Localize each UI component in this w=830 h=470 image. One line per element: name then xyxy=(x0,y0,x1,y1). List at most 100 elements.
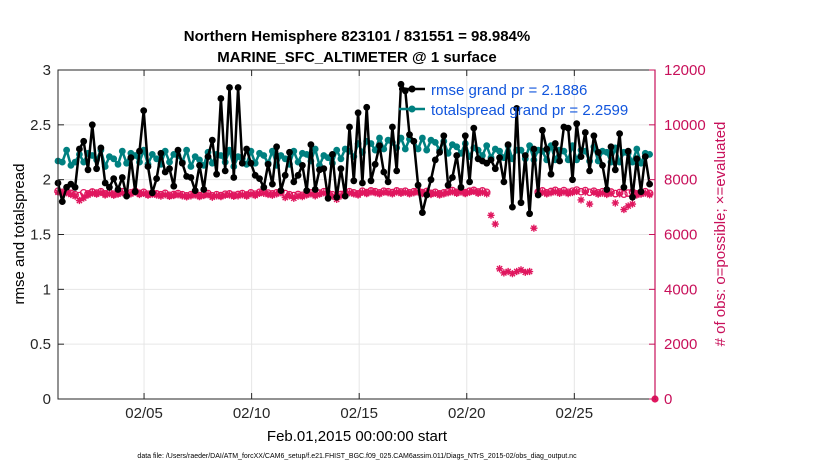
obs-evaluated-point-90 xyxy=(440,190,448,198)
obs-evaluated-point-132 xyxy=(620,205,628,214)
obs-evaluated-point-7 xyxy=(84,191,92,199)
rmse-point-16 xyxy=(123,192,130,200)
obs-evaluated-point-118 xyxy=(560,188,568,196)
obs-evaluated-point-108 xyxy=(517,266,525,274)
totalspread-point-23 xyxy=(153,155,161,163)
rmse-point-52 xyxy=(277,187,285,195)
rmse-point-124 xyxy=(586,167,593,175)
obs-evaluated-point-38 xyxy=(217,193,225,201)
x-tick-label-2: 02/15 xyxy=(340,405,378,422)
totalspread-point-13 xyxy=(110,155,118,163)
rmse-point-56 xyxy=(294,171,302,179)
rmse-point-125 xyxy=(590,132,598,140)
obs-evaluated-point-10 xyxy=(97,188,105,197)
rmse-point-122 xyxy=(577,153,585,161)
rmse-point-106 xyxy=(509,203,516,211)
x-tick-label-0: 02/05 xyxy=(125,405,163,422)
rmse-point-62 xyxy=(320,165,328,173)
y-left-tick-label-3: 1.5 xyxy=(30,227,51,244)
y-right-tick-label-1: 2000 xyxy=(664,336,697,353)
rmse-point-67 xyxy=(341,192,349,200)
rmse-point-28 xyxy=(174,146,182,154)
rmse-point-86 xyxy=(423,191,431,199)
rmse-point-133 xyxy=(624,147,632,155)
obs-evaluated-point-73 xyxy=(367,188,375,196)
obs-evaluated-point-36 xyxy=(208,193,216,201)
rmse-point-11 xyxy=(101,179,109,187)
rmse-point-38 xyxy=(217,95,225,102)
obs-evaluated-point-29 xyxy=(178,192,186,200)
rmse-point-77 xyxy=(384,178,392,186)
obs-evaluated-point-15 xyxy=(118,189,126,197)
obs-evaluated-point-42 xyxy=(234,192,242,200)
rmse-point-43 xyxy=(238,159,246,167)
totalspread-point-85 xyxy=(419,134,426,142)
rmse-point-72 xyxy=(363,103,371,111)
rmse-point-102 xyxy=(491,165,499,173)
totalspread-point-88 xyxy=(431,139,439,146)
rmse-point-71 xyxy=(359,179,366,187)
obs-evaluated-point-87 xyxy=(427,190,435,199)
rmse-point-76 xyxy=(380,168,388,176)
rmse-point-135 xyxy=(633,155,641,163)
rmse-point-87 xyxy=(427,176,435,184)
obs-evaluated-point-27 xyxy=(170,191,178,200)
obs-evaluated-point-8 xyxy=(88,189,96,197)
rmse-point-93 xyxy=(453,152,461,159)
rmse-point-27 xyxy=(170,182,178,190)
obs-evaluated-point-69 xyxy=(350,190,358,198)
totalspread-point-103 xyxy=(496,147,503,155)
obs-evaluated-point-50 xyxy=(268,191,276,199)
obs-evaluated-point-72 xyxy=(363,190,371,198)
obs-evaluated-point-96 xyxy=(465,188,474,196)
rmse-point-29 xyxy=(178,159,186,167)
y-right-tick-label-2: 4000 xyxy=(664,281,697,298)
plot-series xyxy=(54,80,659,403)
totalspread-point-15 xyxy=(118,147,126,155)
rmse-point-128 xyxy=(603,186,611,193)
rmse-point-64 xyxy=(329,151,336,158)
x-tick-label-1: 02/10 xyxy=(233,405,271,422)
rmse-point-24 xyxy=(157,149,165,157)
obs-evaluated-point-74 xyxy=(371,189,379,197)
obs-evaluated-point-137 xyxy=(641,189,649,197)
obs-evaluated-point-92 xyxy=(448,188,457,196)
rmse-point-113 xyxy=(539,126,546,134)
obs-evaluated-point-100 xyxy=(483,190,491,198)
rmse-point-84 xyxy=(414,181,422,189)
obs-evaluated-point-6 xyxy=(80,194,88,202)
rmse-point-66 xyxy=(337,165,345,173)
totalspread-point-26 xyxy=(166,158,173,166)
rmse-point-108 xyxy=(517,199,525,207)
rmse-point-116 xyxy=(551,140,559,147)
rmse-point-134 xyxy=(629,193,636,201)
obs-evaluated-point-20 xyxy=(140,189,148,197)
y-right-tick-label-3: 6000 xyxy=(664,227,697,244)
rmse-point-101 xyxy=(487,156,495,164)
obs-evaluated-point-49 xyxy=(264,190,272,199)
rmse-point-20 xyxy=(140,107,148,114)
obs-evaluated-point-110 xyxy=(525,267,534,276)
rmse-point-120 xyxy=(569,176,576,184)
rmse-point-31 xyxy=(187,174,195,181)
rmse-point-117 xyxy=(556,157,563,165)
legend-rmse-marker-icon xyxy=(408,85,416,93)
rmse-point-109 xyxy=(521,152,529,159)
obs-evaluated-point-28 xyxy=(174,191,182,199)
obs-evaluated-point-64 xyxy=(328,192,336,200)
obs-evaluated-point-47 xyxy=(255,189,264,197)
y-left-tick-label-1: 0.5 xyxy=(30,336,51,353)
rmse-point-65 xyxy=(333,193,341,201)
obs-evaluated-point-126 xyxy=(594,190,602,198)
y-left-tick-label-6: 3 xyxy=(43,62,51,79)
rmse-point-12 xyxy=(106,183,113,191)
obs-evaluated-point-60 xyxy=(311,192,319,200)
obs-evaluated-point-59 xyxy=(307,190,315,198)
obs-evaluated-point-131 xyxy=(616,190,624,198)
totalspread-point-93 xyxy=(453,143,461,151)
obs-evaluated-point-2 xyxy=(62,189,71,197)
obs-evaluated-point-123 xyxy=(581,188,589,196)
obs-evaluated-point-98 xyxy=(474,189,482,197)
rmse-point-5 xyxy=(76,145,83,153)
